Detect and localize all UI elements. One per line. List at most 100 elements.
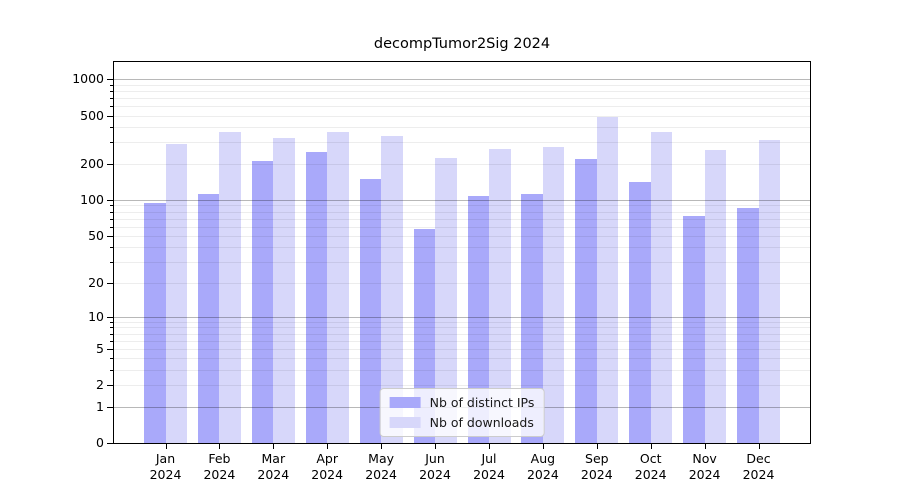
bar-downloads-apr — [327, 132, 349, 443]
y-tick-mark-1000 — [107, 79, 113, 81]
x-tick-label-jun: Jun 2024 — [419, 451, 451, 482]
bar-distinct-ips-feb — [197, 194, 220, 443]
bar-distinct-ips-nov — [683, 216, 705, 443]
y-tick-label-100: 100 — [80, 191, 104, 207]
bar-downloads-mar — [273, 138, 295, 443]
y-minor-tick-mark-3 — [110, 370, 114, 371]
bar-downloads-jan — [165, 143, 187, 443]
y-tick-mark-100 — [107, 199, 113, 201]
y-tick-label-50: 50 — [88, 227, 104, 243]
y-tick-mark-1 — [107, 406, 113, 408]
bar-downloads-may — [381, 135, 403, 443]
x-tick-label-dec: Dec 2024 — [742, 451, 775, 482]
gridline-y-300 — [114, 142, 810, 144]
x-tick-label-jul: Jul 2024 — [473, 451, 505, 482]
y-minor-tick-mark-4 — [110, 358, 114, 360]
x-tick-mark-feb — [219, 444, 221, 449]
y-minor-tick-mark-70 — [110, 218, 114, 220]
gridline-y-600 — [114, 106, 810, 107]
bar-distinct-ips-dec — [737, 208, 759, 443]
legend: Nb of distinct IPs Nb of downloads — [379, 388, 545, 437]
gridline-y-500 — [114, 115, 810, 117]
y-tick-label-0: 0 — [96, 435, 104, 450]
bar-distinct-ips-mar — [251, 161, 274, 443]
gridline-y-700 — [114, 97, 810, 99]
bar-downloads-oct — [650, 132, 673, 443]
y-tick-label-1: 1 — [96, 398, 104, 414]
x-tick-label-jan: Jan 2024 — [149, 451, 182, 482]
bar-distinct-ips-sep — [575, 158, 597, 443]
y-minor-tick-mark-7 — [110, 333, 114, 335]
gridline-y-1000 — [114, 79, 810, 81]
bar-downloads-sep — [596, 117, 619, 443]
x-tick-label-feb: Feb 2024 — [203, 451, 236, 482]
x-tick-mark-apr — [327, 444, 329, 449]
y-minor-tick-mark-6 — [110, 340, 114, 342]
y-minor-tick-mark-900 — [110, 84, 114, 86]
y-minor-tick-mark-8 — [110, 327, 114, 329]
y-tick-label-10: 10 — [88, 308, 104, 324]
y-minor-tick-mark-60 — [110, 226, 114, 228]
y-tick-mark-5 — [107, 348, 113, 350]
y-minor-tick-mark-40 — [110, 247, 114, 249]
legend-label-downloads: Nb of downloads — [429, 415, 534, 430]
y-tick-mark-20 — [107, 282, 113, 284]
gridline-y-800 — [114, 90, 810, 92]
x-tick-mark-nov — [704, 444, 706, 449]
x-tick-mark-dec — [758, 444, 760, 449]
bar-distinct-ips-aug — [521, 193, 543, 443]
y-tick-label-200: 200 — [80, 155, 104, 171]
y-tick-label-5: 5 — [96, 340, 104, 356]
bar-downloads-nov — [704, 149, 727, 443]
bar-downloads-jun — [435, 158, 457, 443]
x-tick-mark-jul — [489, 444, 490, 449]
y-minor-tick-mark-80 — [110, 211, 114, 213]
bar-downloads-feb — [219, 132, 241, 443]
y-minor-tick-mark-400 — [110, 127, 114, 129]
x-tick-label-nov: Nov 2024 — [688, 451, 721, 482]
bar-downloads-jul — [489, 149, 511, 443]
bar-distinct-ips-jan — [144, 203, 166, 443]
x-tick-mark-oct — [650, 444, 652, 449]
y-tick-label-2: 2 — [96, 377, 104, 393]
gridline-y-400 — [114, 127, 810, 129]
y-minor-tick-mark-90 — [110, 205, 114, 207]
legend-swatch-downloads-icon — [389, 417, 421, 428]
bar-distinct-ips-oct — [629, 181, 651, 443]
chart-title: decompTumor2Sig 2024 — [373, 36, 551, 52]
y-tick-label-1000: 1000 — [72, 71, 104, 87]
y-minor-tick-mark-700 — [110, 97, 114, 99]
y-minor-tick-mark-30 — [110, 262, 114, 264]
y-tick-mark-10 — [107, 316, 113, 318]
x-tick-label-mar: Mar 2024 — [257, 451, 290, 482]
y-tick-mark-500 — [107, 115, 113, 117]
x-tick-mark-mar — [273, 444, 275, 449]
y-minor-tick-mark-600 — [110, 106, 114, 107]
y-minor-tick-mark-9 — [110, 321, 114, 323]
y-tick-mark-2 — [107, 385, 113, 387]
legend-item-downloads: Nb of downloads — [389, 415, 535, 430]
x-tick-label-aug: Aug 2024 — [526, 451, 559, 482]
y-tick-mark-0 — [107, 443, 113, 444]
y-minor-tick-mark-800 — [110, 90, 114, 92]
y-tick-mark-200 — [107, 163, 113, 165]
legend-label-distinct-ips: Nb of distinct IPs — [429, 395, 535, 410]
y-tick-mark-50 — [107, 235, 113, 237]
y-tick-label-20: 20 — [88, 274, 104, 290]
x-tick-mark-jun — [435, 444, 436, 449]
x-tick-label-oct: Oct 2024 — [634, 451, 667, 482]
x-tick-label-may: May 2024 — [365, 451, 397, 482]
x-tick-mark-may — [381, 444, 383, 449]
bar-downloads-aug — [542, 147, 565, 443]
legend-swatch-distinct-ips-icon — [389, 397, 421, 408]
legend-item-distinct-ips: Nb of distinct IPs — [389, 395, 535, 410]
y-tick-label-500: 500 — [80, 107, 104, 123]
x-tick-mark-sep — [596, 444, 598, 449]
bar-distinct-ips-apr — [305, 152, 328, 443]
plot-area: Nb of distinct IPs Nb of downloads — [113, 61, 811, 444]
gridline-y-900 — [114, 84, 810, 86]
x-tick-mark-aug — [542, 444, 544, 449]
x-tick-label-apr: Apr 2024 — [311, 451, 344, 482]
bar-distinct-ips-may — [359, 178, 382, 443]
